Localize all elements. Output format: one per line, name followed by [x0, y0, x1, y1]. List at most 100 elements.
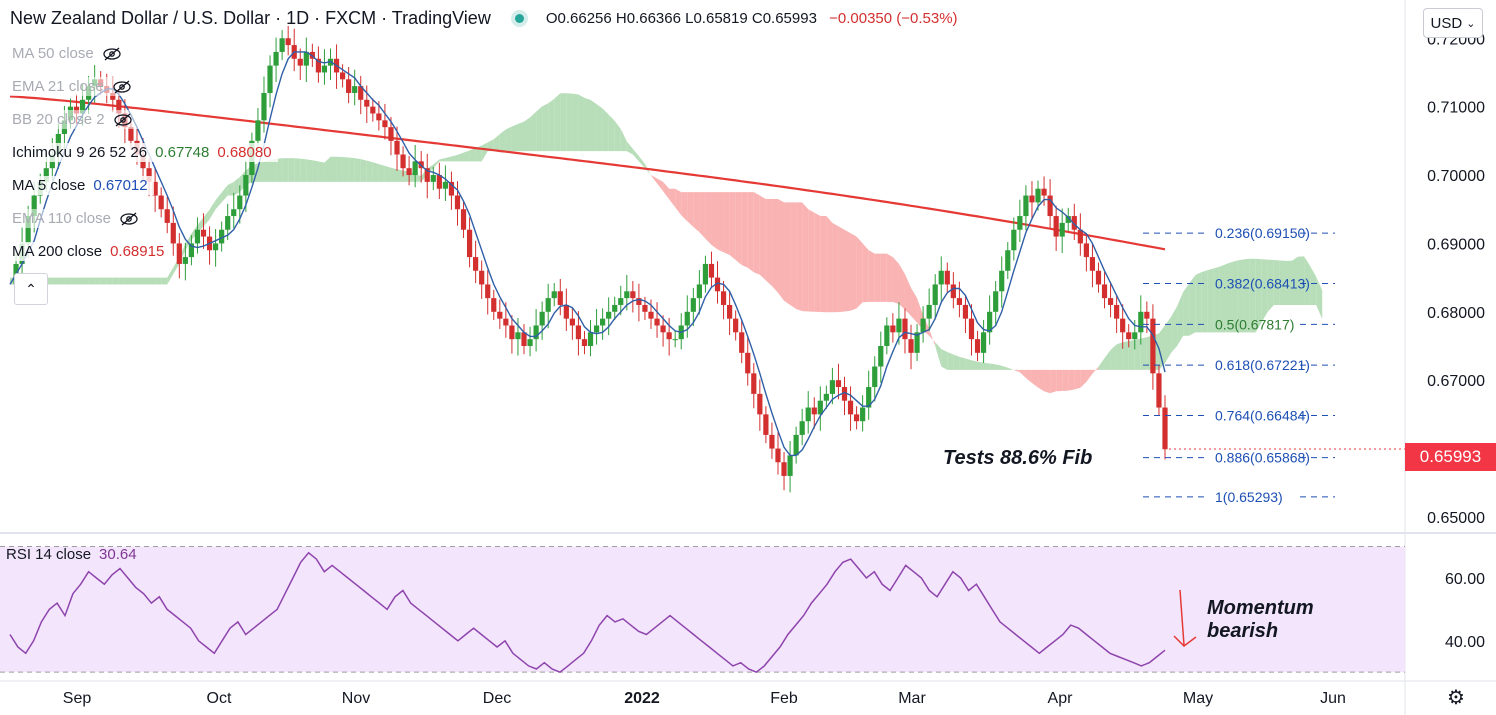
legend-ma200-value: 0.68915 [110, 243, 165, 260]
ichimoku-cloud-segment [487, 139, 494, 152]
ichimoku-cloud-segment [1062, 369, 1069, 392]
ichimoku-cloud-segment [1044, 369, 1051, 394]
candle-body [285, 38, 291, 46]
ichimoku-cloud-segment [572, 93, 579, 152]
candle-body [473, 257, 479, 271]
candle-body [890, 325, 896, 333]
price-tick-label: 0.71000 [1427, 100, 1485, 117]
candle-body [460, 209, 467, 230]
ichimoku-cloud-segment [294, 158, 301, 182]
ichimoku-cloud-segment [270, 158, 277, 182]
ichimoku-cloud-segment [70, 277, 77, 285]
ichimoku-cloud-segment [1237, 259, 1244, 333]
gear-icon[interactable]: ⚙ [1447, 686, 1465, 709]
legend-ma200[interactable]: MA 200 close 0.68915 [6, 242, 171, 261]
legend-ichimoku[interactable]: Ichimoku 9 26 52 26 0.67748 0.68080 [6, 143, 278, 162]
legend-ema21[interactable]: EMA 21 close [6, 77, 138, 96]
rsi-legend[interactable]: RSI 14 close 30.64 [6, 546, 137, 563]
candle-body [606, 311, 612, 319]
ichimoku-cloud-segment [1050, 369, 1057, 394]
ichimoku-cloud-segment [511, 124, 518, 152]
ichimoku-cloud-segment [1219, 264, 1226, 333]
eye-off-icon[interactable] [102, 47, 122, 61]
candle-body [321, 65, 328, 73]
ichimoku-cloud-segment [167, 267, 174, 285]
annotation-momentum: Momentum [1207, 597, 1314, 619]
legend-ma50[interactable]: MA 50 close [6, 44, 128, 63]
candle-body [261, 92, 267, 121]
ichimoku-cloud-segment [602, 108, 609, 152]
candle-body [424, 168, 430, 182]
ichimoku-cloud-segment [753, 192, 760, 275]
ichimoku-cloud-segment [856, 236, 863, 309]
ichimoku-cloud-segment [457, 152, 464, 162]
legend-ichimoku-label: Ichimoku 9 26 52 26 [12, 144, 148, 161]
market-status-icon [514, 14, 524, 23]
ichimoku-cloud-segment [929, 328, 936, 346]
candle-body [793, 434, 799, 456]
ichimoku-cloud-segment [796, 202, 803, 312]
ichimoku-cloud-segment [1243, 258, 1250, 333]
legend-ma50-label: MA 50 close [12, 45, 94, 62]
candle-body [255, 120, 261, 141]
price-tick-label: 0.69000 [1427, 236, 1485, 253]
candle-body [225, 216, 231, 230]
legend-ema21-label: EMA 21 close [12, 78, 104, 95]
currency-select[interactable]: USD ⌄ [1423, 8, 1483, 38]
candle-body [388, 127, 394, 141]
candle-body [1053, 216, 1059, 237]
ichimoku-cloud-segment [1249, 258, 1256, 333]
legend-ma5[interactable]: MA 5 close 0.67012 [6, 176, 154, 195]
eye-off-icon[interactable] [119, 212, 139, 226]
ichimoku-cloud-segment [530, 111, 537, 152]
ichimoku-cloud-segment [312, 160, 319, 182]
ichimoku-cloud-segment [735, 192, 742, 266]
ichimoku-cloud-segment [820, 216, 827, 313]
ichimoku-cloud-segment [415, 174, 422, 182]
ichimoku-cloud-segment [681, 192, 688, 222]
candle-body [757, 393, 763, 415]
ichimoku-cloud-segment [814, 212, 821, 313]
candle-body [999, 270, 1005, 292]
candle-body [1077, 229, 1083, 244]
candle-body [79, 99, 86, 114]
ichimoku-cloud-segment [372, 162, 379, 182]
ichimoku-cloud-segment [1092, 366, 1099, 374]
ichimoku-cloud-segment [566, 93, 573, 152]
legend-bb20[interactable]: BB 20 close 2 [6, 110, 139, 129]
ichimoku-cloud-segment [759, 195, 766, 281]
candle-body [962, 304, 969, 319]
candle-body [158, 195, 164, 210]
change-value: −0.00350 (−0.53%) [829, 10, 958, 27]
candle-body [279, 38, 285, 52]
candle-body [1041, 188, 1047, 196]
candle-body [485, 284, 491, 299]
eye-off-icon[interactable] [113, 113, 133, 127]
collapse-legend-button[interactable]: ⌃ [14, 273, 48, 305]
ichimoku-cloud-segment [324, 156, 331, 182]
ichimoku-cloud-segment [263, 159, 271, 182]
legend-ema110[interactable]: EMA 110 close [6, 209, 145, 228]
ichimoku-cloud-segment [844, 229, 851, 312]
candle-body [708, 263, 715, 278]
ichimoku-cloud-segment [790, 202, 797, 309]
candle-body [364, 99, 370, 107]
candle-body [1083, 243, 1089, 258]
ichimoku-cloud-segment [590, 99, 597, 152]
symbol-title[interactable]: New Zealand Dollar / U.S. Dollar · 1D · … [10, 8, 491, 28]
ichimoku-cloud-segment [1074, 369, 1081, 390]
eye-off-icon[interactable] [112, 80, 132, 94]
candle-body [164, 209, 170, 223]
fib-level-label: 0.618(0.67221) [1215, 357, 1310, 373]
ichimoku-cloud-segment [1080, 369, 1087, 388]
candle-body [684, 311, 690, 326]
ichimoku-cloud-segment [517, 121, 525, 152]
candle-body [454, 195, 461, 210]
ichimoku-cloud-segment [935, 342, 942, 367]
ichimoku-cloud-segment [614, 120, 621, 152]
ichimoku-cloud-segment [1207, 268, 1214, 333]
ichimoku-cloud-segment [76, 277, 83, 285]
candle-body [648, 311, 654, 319]
candle-body [745, 352, 751, 374]
